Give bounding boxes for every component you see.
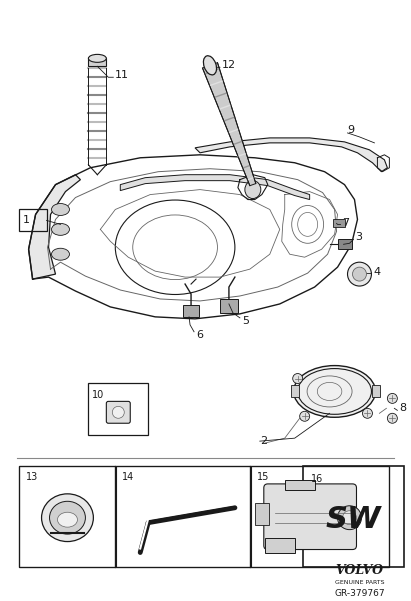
- Text: 8: 8: [399, 403, 406, 413]
- Text: 11: 11: [115, 70, 129, 81]
- FancyBboxPatch shape: [264, 484, 356, 549]
- Circle shape: [353, 267, 367, 281]
- Ellipse shape: [88, 54, 106, 63]
- Circle shape: [112, 406, 124, 418]
- Bar: [18, 466, 115, 567]
- Text: 12: 12: [222, 60, 236, 70]
- Bar: [88, 58, 106, 66]
- Bar: [337, 239, 351, 249]
- Polygon shape: [29, 175, 81, 279]
- Bar: [372, 385, 381, 397]
- Bar: [255, 503, 269, 525]
- Text: GR-379767: GR-379767: [334, 590, 385, 598]
- Ellipse shape: [203, 56, 217, 75]
- Text: 3: 3: [356, 233, 363, 242]
- Text: 15: 15: [257, 472, 269, 482]
- Circle shape: [300, 411, 309, 421]
- Bar: [18, 466, 389, 567]
- Ellipse shape: [51, 224, 69, 236]
- Ellipse shape: [245, 181, 261, 198]
- Ellipse shape: [294, 365, 375, 417]
- Circle shape: [388, 394, 397, 403]
- Circle shape: [388, 413, 397, 423]
- Ellipse shape: [42, 494, 93, 542]
- Bar: [251, 466, 389, 567]
- Text: 14: 14: [122, 472, 134, 482]
- Bar: [332, 219, 344, 227]
- Ellipse shape: [51, 248, 69, 260]
- Text: 10: 10: [92, 391, 105, 400]
- Text: 5: 5: [242, 316, 249, 326]
- Text: 9: 9: [348, 125, 355, 135]
- Bar: [18, 210, 46, 231]
- Ellipse shape: [51, 204, 69, 215]
- Bar: [220, 299, 238, 313]
- Text: 1: 1: [23, 215, 30, 225]
- Text: 6: 6: [196, 330, 203, 340]
- Text: SW: SW: [326, 505, 381, 534]
- Circle shape: [293, 374, 302, 383]
- Text: VOLVO: VOLVO: [335, 564, 383, 578]
- Text: GENUINE PARTS: GENUINE PARTS: [335, 581, 384, 585]
- Text: 2: 2: [260, 436, 267, 446]
- Circle shape: [342, 511, 356, 525]
- Bar: [285, 480, 315, 490]
- Text: 4: 4: [374, 267, 381, 277]
- Circle shape: [363, 408, 372, 418]
- Bar: [302, 466, 404, 567]
- Bar: [183, 305, 199, 317]
- Polygon shape: [195, 138, 388, 172]
- Bar: [88, 383, 148, 435]
- Text: 16: 16: [311, 474, 323, 484]
- Text: 13: 13: [25, 472, 38, 482]
- Polygon shape: [203, 63, 256, 186]
- FancyBboxPatch shape: [106, 401, 130, 423]
- Ellipse shape: [58, 512, 77, 527]
- Ellipse shape: [50, 501, 85, 534]
- Bar: [116, 466, 250, 567]
- Bar: [291, 385, 299, 397]
- Text: 7: 7: [342, 218, 350, 228]
- Polygon shape: [120, 175, 309, 200]
- Circle shape: [337, 506, 361, 529]
- Bar: [265, 537, 295, 554]
- Circle shape: [348, 262, 372, 286]
